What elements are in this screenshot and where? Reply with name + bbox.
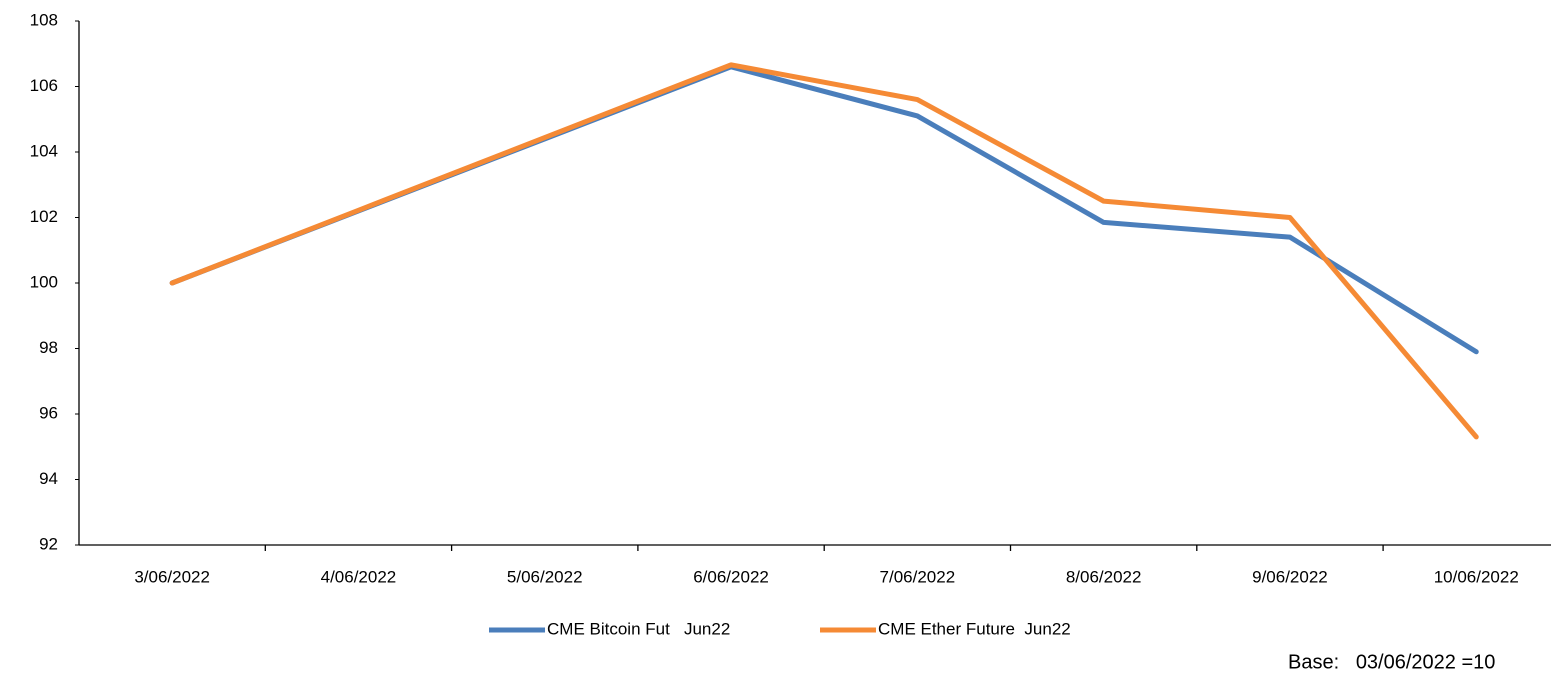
- legend-label: CME Ether Future Jun22: [878, 619, 1071, 638]
- x-tick-label: 3/06/2022: [134, 567, 210, 586]
- y-tick-label: 98: [39, 338, 58, 357]
- series-line: [169, 62, 1479, 440]
- annotation: Base: 03/06/2022 =10: [1288, 651, 1495, 673]
- x-tick-label: 9/06/2022: [1252, 567, 1328, 586]
- y-tick-label: 92: [39, 534, 58, 553]
- legend-label: CME Bitcoin Fut Jun22: [547, 619, 730, 638]
- y-tick-label: 96: [39, 403, 58, 422]
- y-tick-label: 108: [30, 10, 58, 29]
- x-tick-label: 5/06/2022: [507, 567, 583, 586]
- y-tick-label: 94: [39, 469, 58, 488]
- y-tick-label: 106: [30, 76, 58, 95]
- x-tick-label: 4/06/2022: [321, 567, 397, 586]
- x-tick-label: 10/06/2022: [1434, 567, 1519, 586]
- y-tick-label: 102: [30, 207, 58, 226]
- y-tick-label: 104: [30, 141, 58, 160]
- x-tick-label: 6/06/2022: [693, 567, 769, 586]
- x-tick-label: 8/06/2022: [1066, 567, 1142, 586]
- x-tick-label: 7/06/2022: [880, 567, 956, 586]
- y-tick-label: 100: [30, 272, 58, 291]
